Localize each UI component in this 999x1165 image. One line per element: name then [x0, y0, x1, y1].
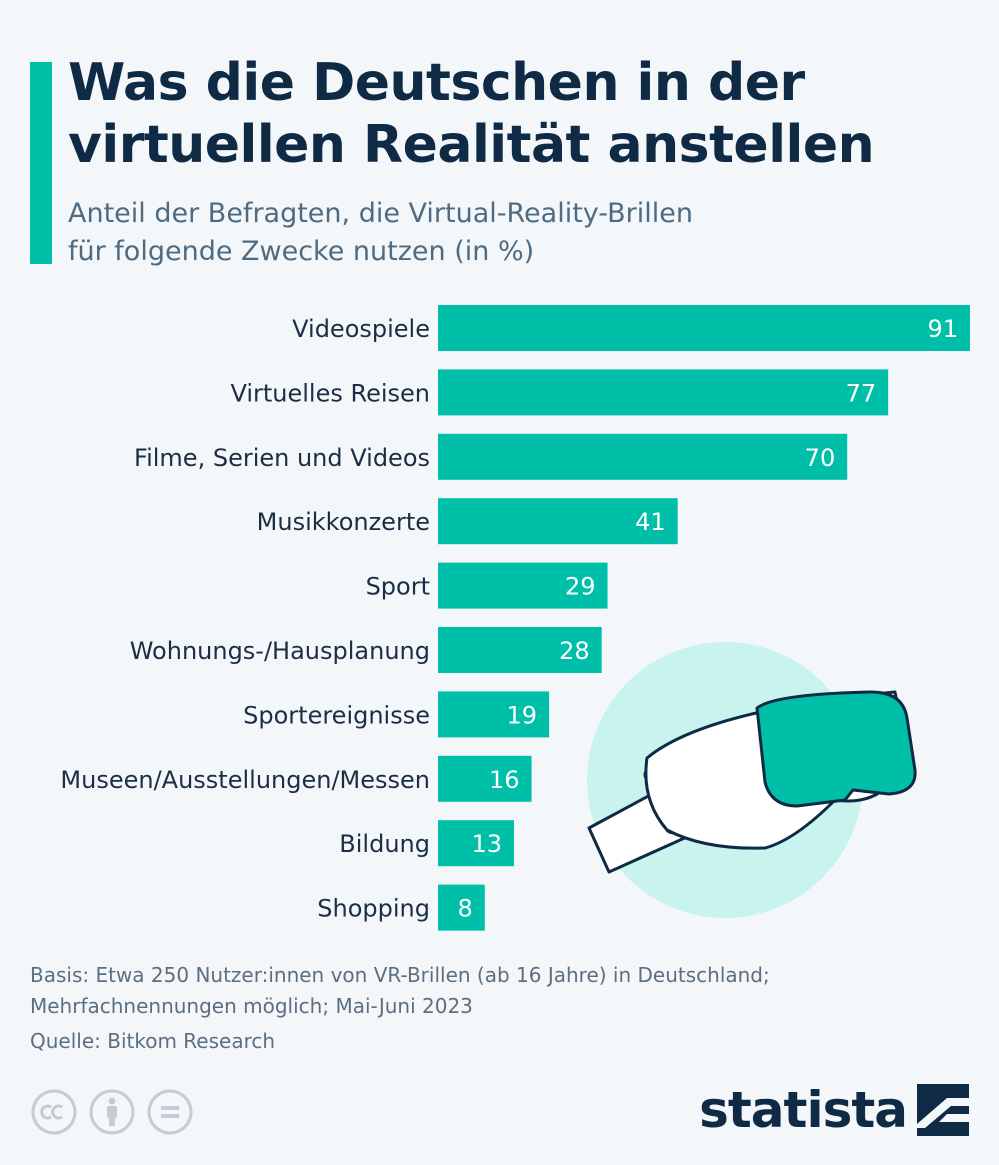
bar-5: [438, 562, 608, 609]
value-label-4: 41: [635, 508, 666, 536]
value-label-10: 8: [457, 895, 472, 923]
source-note: Quelle: Bitkom Research: [30, 1029, 276, 1053]
statista-logo-icon: [917, 1084, 969, 1136]
category-label-9: Bildung: [339, 830, 430, 858]
value-label-1: 91: [927, 315, 958, 343]
category-label-7: Sportereignisse: [243, 701, 430, 729]
page-subtitle: Anteil der Befragten, die Virtual-Realit…: [68, 195, 693, 271]
bar-chart: Videospiele 91 Virtuelles Reisen 77 Filme, S…: [60, 305, 970, 931]
bar-9: [438, 820, 514, 867]
headset-visor: [755, 690, 917, 808]
category-label-3: Filme, Serien und Videos: [134, 444, 430, 472]
brand-name: statista: [699, 1081, 908, 1139]
subtitle-line-1: Anteil der Befragten, die Virtual-Realit…: [68, 198, 693, 229]
value-label-6: 28: [559, 637, 590, 665]
title-accent-bar: [30, 62, 52, 264]
bar-8: [438, 755, 532, 802]
cc-icon[interactable]: [30, 1088, 78, 1136]
category-label-6: Wohnungs-/Hausplanung: [130, 637, 430, 665]
category-label-5: Sport: [366, 573, 430, 601]
value-label-9: 13: [471, 830, 502, 858]
bar-4: [438, 498, 678, 545]
bar-3: [438, 433, 848, 480]
category-label-1: Videospiele: [292, 315, 430, 343]
value-label-5: 29: [565, 573, 596, 601]
no-derivatives-icon[interactable]: [146, 1088, 194, 1136]
basis-note-line-1: Basis: Etwa 250 Nutzer:innen von VR-Bril…: [30, 963, 770, 987]
subtitle-line-2: für folgende Zwecke nutzen (in %): [68, 236, 535, 267]
title-line-1: Was die Deutschen in der: [68, 53, 805, 113]
title-line-2: virtuellen Realität anstellen: [68, 115, 875, 175]
category-label-8: Museen/Ausstellungen/Messen: [60, 766, 430, 794]
bar-10: [438, 884, 485, 931]
bar-6: [438, 627, 602, 673]
category-label-2: Virtuelles Reisen: [230, 379, 430, 407]
value-label-7: 19: [507, 701, 538, 729]
statista-brand[interactable]: statista: [699, 1080, 969, 1140]
value-label-3: 70: [805, 444, 836, 472]
chart-notes: Basis: Etwa 250 Nutzer:innen von VR-Bril…: [30, 960, 770, 1057]
basis-note-line-2: Mehrfachnennungen möglich; Mai-Juni 2023: [30, 994, 473, 1018]
vr-headset-illustration: [587, 642, 917, 918]
bar-2: [438, 369, 889, 416]
category-label-10: Shopping: [317, 895, 430, 923]
attribution-icon[interactable]: [88, 1088, 136, 1136]
bar-7: [438, 691, 550, 738]
page-title: Was die Deutschen in der virtuellen Real…: [68, 52, 875, 176]
value-label-8: 16: [489, 766, 520, 794]
value-label-2: 77: [846, 379, 877, 407]
license-icons: [30, 1088, 194, 1136]
category-label-4: Musikkonzerte: [257, 508, 430, 536]
bar-1: [438, 305, 970, 351]
